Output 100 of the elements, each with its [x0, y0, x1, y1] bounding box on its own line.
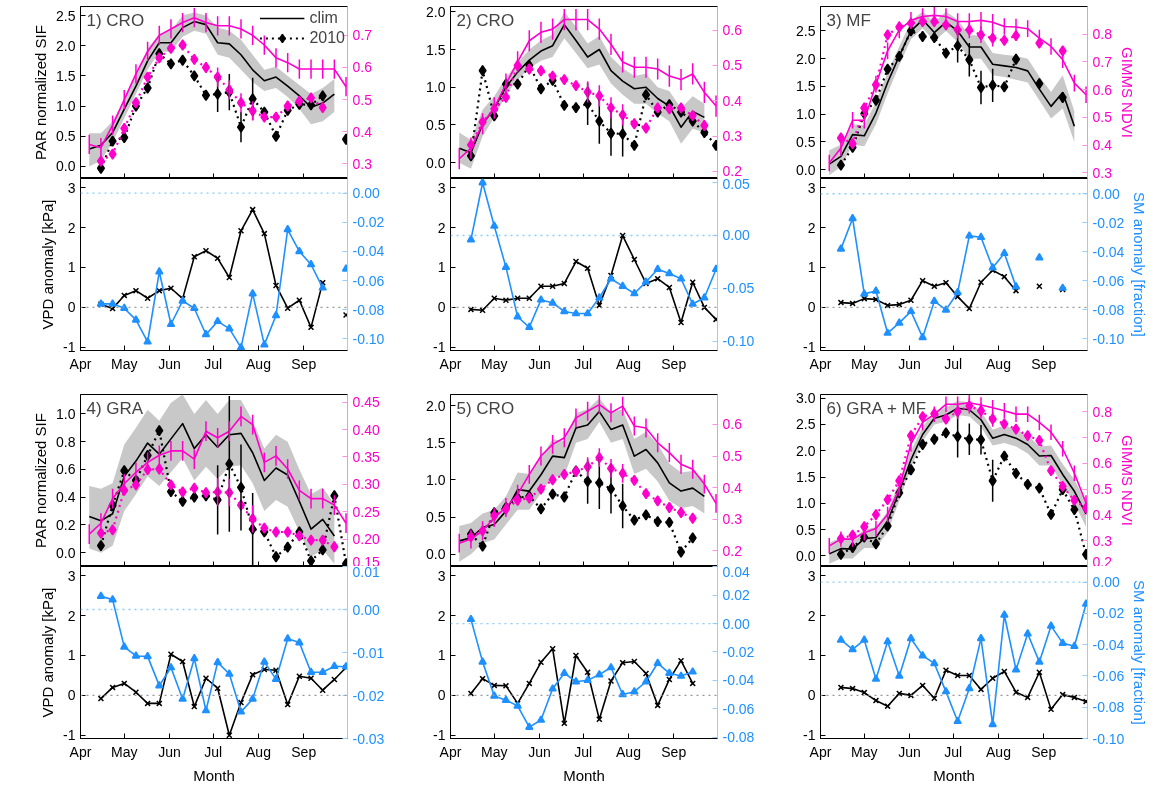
y-tick-label: 3	[807, 179, 816, 196]
y2-tick-label: -0.08	[1092, 301, 1125, 318]
y-tick-label: 0.4	[56, 489, 76, 506]
y-tick-label: -1	[63, 727, 76, 744]
x-tick-label: Apr	[439, 743, 462, 760]
x-tick-label: Jul	[204, 743, 223, 760]
y2-tick-label: -0.04	[1092, 636, 1125, 653]
y2-tick-label: 0.3	[722, 128, 743, 145]
y-tick-label: 1.0	[796, 495, 816, 512]
y2-tick-label: 0.5	[352, 91, 373, 108]
y-tick-label: 2	[807, 219, 816, 236]
y-tick-label: 1.5	[56, 67, 76, 84]
x-tick-label: Jun	[898, 743, 921, 760]
x-tick-label: Aug	[246, 355, 271, 372]
x-tick-label: Sep	[291, 743, 317, 760]
y2-tick-label: 0.4	[722, 92, 743, 109]
chart-title: 6) GRA + MF	[826, 398, 927, 418]
y2-tick-label: 0.00	[352, 601, 380, 618]
x-tick-label: May	[481, 355, 508, 372]
y2-tick-label: -0.08	[1092, 699, 1125, 716]
x-axis-title: Month	[563, 766, 605, 784]
y2-tick-label: 0.6	[1092, 455, 1113, 472]
y-tick-label: 2	[67, 219, 76, 236]
y-axis-title: VPD anomaly [kPa]	[39, 587, 57, 718]
y-tick-label: 0.5	[796, 133, 816, 150]
y-tick-label: 2.0	[56, 37, 76, 54]
chart-title: 3) MF	[826, 10, 871, 30]
y2-tick-label: -0.10	[1092, 330, 1125, 347]
y-tick-label: 2	[437, 219, 446, 236]
chart-title: 4) GRA	[86, 398, 144, 418]
y2-tick-label: -0.05	[722, 280, 755, 297]
x-tick-label: Jun	[158, 355, 181, 372]
x-axis-title: Month	[193, 766, 235, 784]
x-tick-label: Aug	[986, 355, 1011, 372]
y-tick-label: 0.5	[426, 509, 446, 526]
y2-tick-label: 0.6	[352, 59, 373, 76]
y2-tick-label: -0.02	[1092, 214, 1125, 231]
y2-tick-label: -0.08	[722, 729, 755, 746]
y2-tick-label: -0.04	[1092, 243, 1125, 260]
y-tick-label: -1	[63, 339, 76, 356]
y-tick-label: 0.0	[796, 547, 816, 564]
chart-title: 5) CRO	[456, 398, 515, 418]
y-tick-label: 1	[437, 259, 446, 276]
y2-tick-label: 0.2	[722, 542, 743, 559]
y-tick-label: 2.0	[796, 50, 816, 67]
chart-title: 1) CRO	[86, 10, 145, 30]
y-tick-label: 3	[807, 567, 816, 584]
y2-tick-label: 0.00	[1092, 185, 1120, 202]
x-tick-label: Apr	[809, 743, 832, 760]
y-tick-label: 1	[67, 647, 76, 664]
y2-tick-label: 0.5	[1092, 109, 1113, 126]
y2-tick-label: 0.2	[1092, 553, 1113, 570]
y2-tick-label: 0.40	[352, 421, 380, 438]
y-tick-label: 1.0	[796, 106, 816, 123]
y-tick-label: -1	[433, 727, 446, 744]
y2-tick-label: 0.35	[352, 448, 380, 465]
y-tick-label: 1	[807, 647, 816, 664]
y2-tick-label: -0.03	[352, 730, 385, 747]
y-axis-title: PAR normalized SIF	[32, 413, 50, 548]
x-tick-label: May	[481, 743, 508, 760]
y-tick-label: -1	[803, 339, 816, 356]
y2-tick-label: 0.4	[722, 479, 743, 496]
y2-tick-label: 0.3	[1092, 164, 1113, 181]
y2-tick-label: -0.04	[722, 672, 755, 689]
y-tick-label: 0	[807, 687, 816, 704]
y2-tick-label: 0.20	[352, 531, 380, 548]
y-tick-label: 0.0	[56, 158, 76, 175]
y-tick-label: 0.0	[796, 161, 816, 178]
y-tick-label: 3	[67, 567, 76, 584]
y2-tick-label: -0.10	[352, 330, 385, 347]
y-tick-label: 2	[807, 607, 816, 624]
y-tick-label: 1.0	[426, 471, 446, 488]
y2-tick-label: -0.06	[1092, 667, 1125, 684]
y-tick-label: 1.0	[56, 98, 76, 115]
y2-tick-label: 0.7	[352, 27, 373, 44]
x-tick-label: Apr	[439, 355, 462, 372]
x-tick-label: May	[851, 355, 878, 372]
y-tick-label: 1.5	[426, 434, 446, 451]
legend-label: clim	[309, 9, 338, 27]
y-tick-label: 0.5	[56, 128, 76, 145]
y2-tick-label: 0.00	[722, 615, 750, 632]
y2-axis-title: SM anomaly [fraction]	[1131, 579, 1149, 726]
x-tick-label: Aug	[616, 355, 641, 372]
y2-tick-label: 0.7	[1092, 429, 1113, 446]
y-tick-label: 2.5	[796, 22, 816, 39]
x-tick-label: Jun	[898, 355, 921, 372]
y2-tick-label: -0.06	[722, 700, 755, 717]
y-axis-title: VPD anomaly [kPa]	[39, 199, 57, 330]
y-tick-label: 3	[67, 179, 76, 196]
x-tick-label: Sep	[1031, 355, 1057, 372]
y2-tick-label: 0.00	[1092, 574, 1120, 591]
y2-tick-label: -0.10	[1092, 730, 1125, 747]
y-tick-label: 0	[807, 299, 816, 316]
y2-tick-label: 0.6	[722, 416, 743, 433]
y2-tick-label: 0.4	[1092, 506, 1113, 523]
legend-label: 2010	[309, 29, 345, 47]
x-tick-label: Jun	[158, 743, 181, 760]
y-tick-label: 0	[67, 299, 76, 316]
x-axis-title: Month	[933, 766, 975, 784]
y2-tick-label: 0.04	[722, 563, 750, 580]
